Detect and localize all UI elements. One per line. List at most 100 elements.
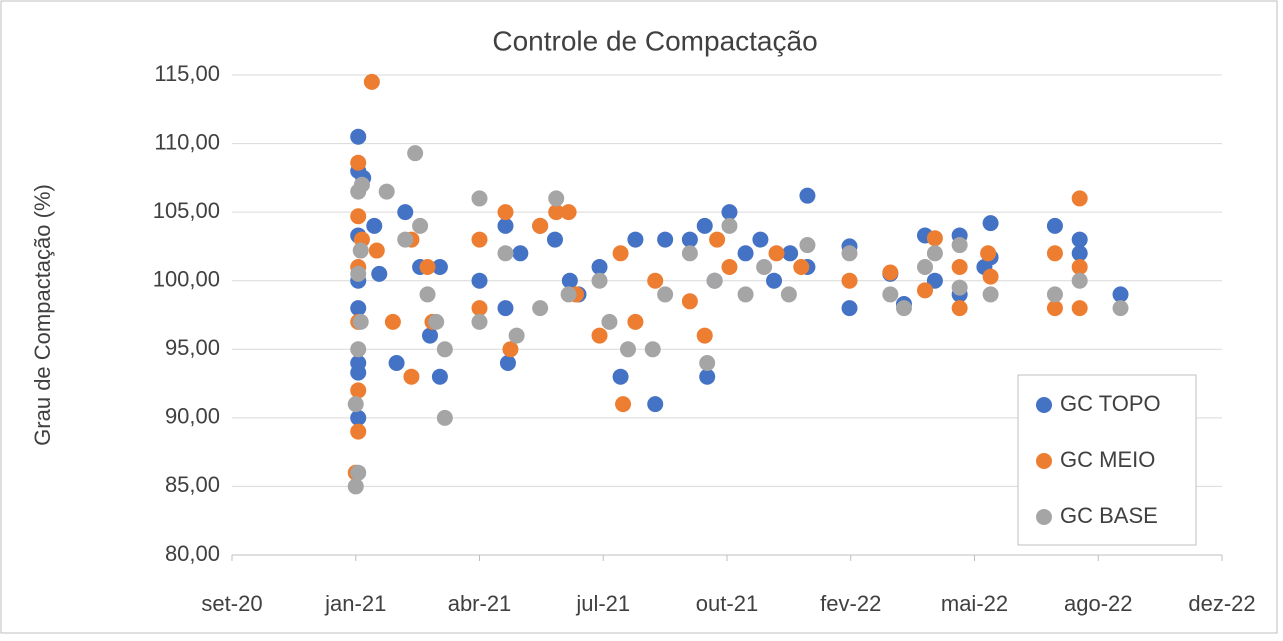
x-tick-label: out-21 [696, 591, 758, 616]
point [1071, 259, 1088, 275]
point [699, 355, 716, 371]
point [497, 300, 514, 317]
point [1071, 245, 1088, 262]
point [951, 300, 968, 317]
point [1046, 300, 1063, 317]
x-tick-label: jul-21 [575, 591, 630, 616]
x-tick-label: ago-22 [1064, 591, 1133, 616]
point [1071, 272, 1088, 289]
point [497, 204, 514, 221]
point [768, 245, 785, 262]
point [647, 272, 664, 289]
y-tick-label: 95,00 [165, 335, 220, 360]
point [615, 396, 632, 413]
point [882, 286, 899, 303]
point [397, 204, 414, 221]
point [368, 242, 385, 259]
point [436, 409, 453, 426]
chart-title: Controle de Compactação [492, 25, 817, 56]
point [917, 259, 933, 275]
point [782, 245, 799, 262]
x-tick-label: set-20 [201, 591, 262, 616]
point [766, 272, 783, 289]
point [982, 286, 999, 303]
point [560, 286, 577, 303]
point [350, 409, 367, 426]
point [561, 272, 578, 289]
point [347, 478, 364, 495]
point [737, 245, 754, 262]
point [548, 190, 565, 207]
point [350, 300, 367, 317]
x-tick-label: mai-22 [941, 591, 1008, 616]
point [471, 313, 488, 330]
point [1046, 217, 1063, 234]
point [471, 272, 488, 289]
point [895, 300, 912, 317]
point [601, 313, 618, 330]
point [352, 313, 369, 330]
point [793, 259, 810, 275]
point [841, 300, 858, 317]
point [350, 128, 367, 145]
point [612, 245, 629, 262]
point [591, 259, 608, 275]
point [591, 272, 608, 289]
point [352, 242, 369, 259]
point [980, 245, 997, 262]
point [752, 231, 769, 248]
point [591, 327, 608, 344]
point [388, 355, 405, 371]
point [350, 341, 367, 358]
point [502, 341, 519, 358]
point [709, 231, 726, 248]
point [471, 190, 488, 207]
point [612, 368, 629, 385]
point [419, 286, 436, 303]
point [436, 341, 453, 358]
point [926, 272, 943, 289]
point [471, 300, 488, 317]
point [737, 286, 754, 303]
point [371, 265, 388, 282]
point [681, 293, 698, 310]
point [706, 272, 723, 289]
point [926, 245, 943, 262]
point [350, 423, 367, 440]
legend-marker [1036, 453, 1052, 469]
legend-marker [1036, 397, 1052, 413]
point [951, 259, 968, 275]
point [350, 208, 367, 225]
point [721, 259, 738, 275]
legend-label: GC MEIO [1060, 447, 1155, 472]
point [497, 245, 514, 262]
legend-label: GC BASE [1060, 503, 1158, 528]
point [799, 187, 816, 204]
point [841, 245, 858, 262]
point [1071, 190, 1088, 207]
point [412, 217, 429, 234]
point [546, 231, 563, 248]
y-tick-label: 90,00 [165, 404, 220, 429]
x-tick-label: jan-21 [324, 591, 386, 616]
point [951, 237, 968, 254]
point [627, 231, 644, 248]
point [1071, 231, 1088, 248]
point [696, 327, 713, 344]
point [647, 396, 664, 413]
point [419, 259, 436, 275]
point [378, 183, 395, 200]
point [350, 464, 367, 481]
x-tick-label: dez-22 [1188, 591, 1255, 616]
y-tick-label: 110,00 [154, 129, 220, 154]
point [721, 217, 738, 234]
point [347, 396, 364, 413]
x-tick-label: fev-22 [820, 591, 881, 616]
point [721, 204, 738, 221]
point [657, 231, 674, 248]
point [657, 286, 674, 303]
point [428, 313, 445, 330]
legend-marker [1036, 509, 1052, 525]
point [512, 245, 529, 262]
point [350, 364, 367, 381]
